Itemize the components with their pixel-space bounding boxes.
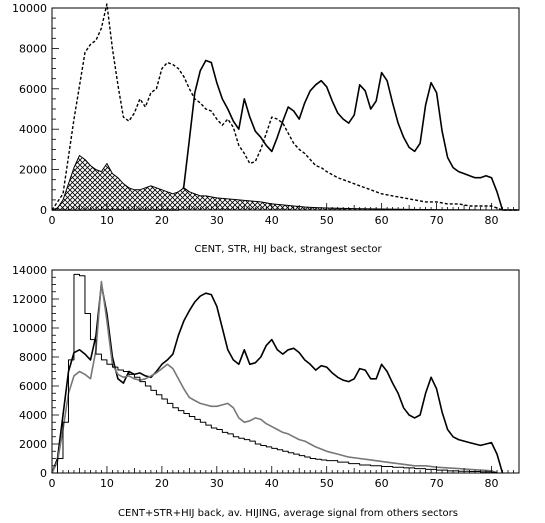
bottom-x-tick-label: 30 [210, 477, 224, 490]
top-x-tick-label: 30 [210, 214, 224, 227]
bottom-y-tick-label: 10000 [12, 322, 47, 335]
bottom-series-2-step [52, 273, 498, 474]
bottom-x-tick-label: 20 [155, 477, 169, 490]
top-panel-caption: CENT, STR, HIJ back, strangest sector [194, 244, 382, 255]
top-y-tick-label: 0 [40, 204, 47, 217]
top-plot-frame [51, 7, 520, 211]
top-y-tick-label: 6000 [19, 83, 47, 96]
bottom-x-tick-label: 10 [100, 477, 114, 490]
top-y-tick-label: 4000 [19, 123, 47, 136]
top-series-1-dashed [51, 3, 519, 211]
top-x-tick-label: 40 [265, 214, 279, 227]
top-x-axis: 0 10 20 30 40 50 60 70 80 [49, 203, 520, 227]
top-panel: 0 10 20 30 40 50 60 70 80 0 2000 4000 6000 8000 10000 [12, 2, 520, 227]
top-x-tick-label: 60 [375, 214, 389, 227]
top-y-tick-label: 8000 [19, 42, 47, 55]
bottom-plot-frame [51, 269, 520, 474]
bottom-x-tick-label: 80 [485, 477, 499, 490]
top-x-tick-label: 20 [155, 214, 169, 227]
top-y-tick-label: 2000 [19, 164, 47, 177]
bottom-x-axis: 0 10 20 30 40 50 60 70 80 [49, 466, 520, 490]
top-x-tick-label: 50 [320, 214, 334, 227]
top-y-axis: 0 2000 4000 6000 8000 10000 [12, 2, 59, 217]
bottom-panel: 0 10 20 30 40 50 60 70 80 0 2000 4000 6000 8000 10000 1… [12, 264, 520, 490]
bottom-x-tick-label: 60 [375, 477, 389, 490]
bottom-y-tick-label: 6000 [19, 380, 47, 393]
bottom-y-tick-label: 2000 [19, 438, 47, 451]
top-x-tick-label: 10 [100, 214, 114, 227]
bottom-y-tick-label: 4000 [19, 409, 47, 422]
bottom-x-tick-label: 50 [320, 477, 334, 490]
top-x-tick-label: 70 [430, 214, 444, 227]
bottom-y-tick-label: 8000 [19, 351, 47, 364]
bottom-series-0-solid [51, 283, 504, 474]
bottom-series-1-gray [51, 280, 498, 474]
bottom-x-tick-label: 40 [265, 477, 279, 490]
top-y-tick-label: 10000 [12, 2, 47, 15]
bottom-panel-caption: CENT+STR+HIJ back, av. HIJING, average s… [118, 508, 458, 519]
bottom-y-tick-label: 0 [40, 467, 47, 480]
bottom-y-tick-label: 12000 [12, 293, 47, 306]
top-series-0-solid [52, 59, 519, 211]
bottom-x-tick-label: 70 [430, 477, 444, 490]
top-x-tick-label: 0 [49, 214, 56, 227]
bottom-x-tick-label: 0 [49, 477, 56, 490]
bottom-y-tick-label: 14000 [12, 264, 47, 277]
top-series-2-hatched [51, 155, 520, 211]
top-x-tick-label: 80 [485, 214, 499, 227]
bottom-y-axis: 0 2000 4000 6000 8000 10000 12000 14000 [12, 264, 59, 480]
